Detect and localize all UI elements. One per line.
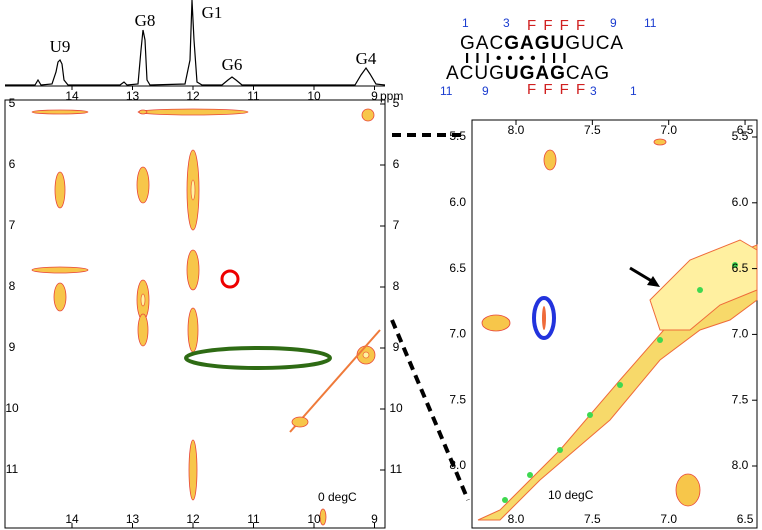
- x-tick-label: 13: [126, 89, 140, 103]
- y-tick-label: 7.5: [732, 392, 749, 406]
- seq-number: 1: [462, 16, 469, 30]
- right-contours: [477, 138, 758, 521]
- x-tick-label: 6.5: [737, 123, 754, 137]
- y-tick-label: 6.0: [449, 195, 466, 209]
- x-tick-label: 12: [186, 512, 200, 526]
- left-contours: [31, 108, 381, 526]
- x-tick-label: 13: [126, 512, 140, 526]
- annotation: 0 degC: [318, 490, 357, 504]
- pairs: I I I • • • • I I I: [465, 50, 567, 67]
- y-tick-label: 8.0: [449, 458, 466, 472]
- x-tick-label: 12: [186, 89, 200, 103]
- peak-label: G8: [135, 11, 156, 30]
- y-tick-label: 5.5: [449, 129, 466, 143]
- seq-number: 9: [610, 16, 617, 30]
- y-tick-label: 11: [6, 462, 19, 476]
- mod-marks: F F F F: [527, 81, 585, 98]
- x-tick-label: 9: [371, 512, 378, 526]
- peak-label: G4: [356, 49, 377, 68]
- seq-number: 11: [644, 16, 657, 30]
- unit-label: ppm: [380, 89, 403, 103]
- y-tick-label: 10: [5, 401, 19, 415]
- y-tick-label: 5: [393, 96, 400, 110]
- x-tick-label: 6.5: [737, 512, 754, 526]
- spectrum-trace: [5, 0, 386, 86]
- x-tick-label: 10: [307, 89, 321, 103]
- y-tick-label: 8: [9, 279, 16, 293]
- y-tick-label: 7: [393, 218, 400, 232]
- peak-label: G1: [202, 3, 223, 22]
- y-tick-label: 6: [9, 157, 16, 171]
- x-tick-label: 14: [65, 512, 79, 526]
- left-frame: [4, 99, 386, 529]
- y-tick-label: 7: [9, 218, 16, 232]
- x-tick-label: 11: [247, 89, 260, 103]
- y-tick-label: 8: [393, 279, 400, 293]
- x-tick-label: 14: [65, 89, 79, 103]
- x-tick-label: 8.0: [508, 512, 525, 526]
- strand-part: GUCA: [565, 33, 624, 54]
- y-tick-label: 7.5: [449, 392, 466, 406]
- y-tick-label: 9: [393, 340, 400, 354]
- y-tick-label: 6.5: [732, 261, 749, 275]
- strand-part: CAG: [566, 63, 610, 84]
- y-tick-label: 8.0: [732, 458, 749, 472]
- seq-number: 3: [503, 16, 510, 30]
- y-tick-label: 6.0: [732, 195, 749, 209]
- y-tick-label: 6: [393, 157, 400, 171]
- highlight-circle: [220, 269, 240, 289]
- y-tick-label: 5: [9, 96, 16, 110]
- x-tick-label: 7.0: [660, 123, 677, 137]
- peak-label: G6: [222, 55, 243, 74]
- y-tick-label: 6.5: [449, 261, 466, 275]
- mod-marks: F F F F: [527, 17, 585, 34]
- strand-part: UGAG: [505, 63, 566, 84]
- x-tick-label: 11: [247, 512, 260, 526]
- x-tick-label: 9: [371, 89, 378, 103]
- y-tick-label: 10: [389, 401, 403, 415]
- annotation: 10 degC: [548, 488, 594, 502]
- right-frame: [471, 119, 758, 529]
- y-tick-label: 11: [390, 462, 403, 476]
- arrow-head: [647, 276, 660, 287]
- seq-number: 11: [440, 84, 453, 98]
- y-tick-label: 5.5: [732, 129, 749, 143]
- strand-part: GAC: [460, 33, 504, 54]
- y-tick-label: 9: [9, 340, 16, 354]
- x-tick-label: 7.0: [660, 512, 677, 526]
- x-tick-label: 10: [307, 512, 321, 526]
- seq-number: 9: [482, 84, 489, 98]
- highlight-ellipse: [184, 346, 332, 370]
- x-tick-label: 7.5: [584, 512, 601, 526]
- y-tick-label: 7.0: [732, 327, 749, 341]
- x-tick-label: 7.5: [584, 123, 601, 137]
- y-tick-label: 7.0: [449, 327, 466, 341]
- strand-part: GAGU: [504, 33, 565, 54]
- seq-number: 3: [590, 84, 597, 98]
- x-tick-label: 8.0: [508, 123, 525, 137]
- seq-number: 1: [630, 84, 637, 98]
- top-strand: GACGAGUGUCA: [460, 33, 624, 54]
- bottom-strand: ACUGUGAGCAG: [446, 63, 610, 84]
- peak-label: U9: [50, 37, 71, 56]
- sequence: 1 3 9 11 F F F F GACGAGUGUCA I I I • • •…: [440, 16, 657, 98]
- zoom-connector: [390, 319, 470, 501]
- highlight-ellipse: [532, 296, 556, 340]
- strand-part: ACUG: [446, 63, 505, 84]
